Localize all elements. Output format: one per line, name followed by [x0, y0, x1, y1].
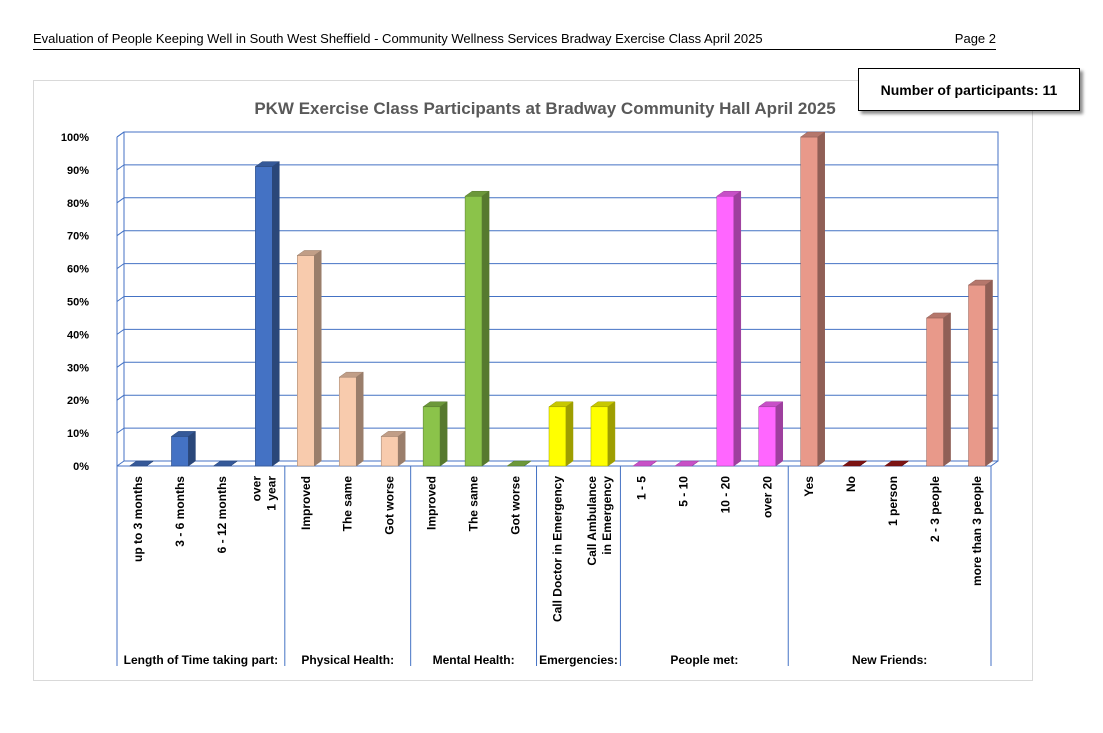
- gridline-side: [116, 328, 125, 335]
- group-label: Physical Health:: [301, 653, 394, 667]
- bar-side: [355, 371, 364, 467]
- gridline-side: [116, 197, 125, 204]
- bar: [758, 406, 777, 467]
- x-tick-label: 6 - 12 months: [215, 476, 229, 554]
- x-tick-label: over: [249, 476, 263, 502]
- bar: [590, 406, 609, 467]
- bar: [800, 136, 818, 467]
- floor-left-edge: [116, 460, 125, 467]
- group-label: Emergencies:: [539, 653, 618, 667]
- gridline-side: [116, 427, 125, 434]
- y-tick-label: 100%: [61, 132, 89, 144]
- x-tick-label: Improved: [299, 476, 313, 530]
- page-number: Page 2: [954, 31, 996, 46]
- bar: [171, 436, 189, 467]
- chart-title: PKW Exercise Class Participants at Bradw…: [254, 99, 835, 118]
- page-header: Evaluation of People Keeping Well in Sou…: [33, 31, 996, 50]
- gridline-side: [116, 131, 125, 138]
- x-tick-label: over 20: [760, 476, 774, 518]
- y-tick-label: 90%: [67, 165, 89, 177]
- y-tick-label: 50%: [67, 297, 89, 309]
- x-tick-label: 1 person: [886, 476, 900, 526]
- bar-side: [691, 460, 700, 467]
- floor-right-edge: [990, 460, 999, 467]
- y-tick-label: 0%: [73, 461, 89, 473]
- group-label: Length of Time taking part:: [124, 653, 278, 667]
- x-tick-label: Improved: [425, 476, 439, 530]
- bar-side: [523, 460, 532, 467]
- x-tick-label: No: [844, 476, 858, 492]
- bar: [380, 436, 399, 467]
- gridline-side: [116, 263, 125, 270]
- group-label: New Friends:: [852, 653, 927, 667]
- x-tick-label: The same: [341, 476, 355, 532]
- x-tick-label: Call Doctor in Emergency: [551, 476, 565, 622]
- y-tick-label: 80%: [67, 198, 89, 210]
- x-tick-label: Got worse: [509, 476, 523, 535]
- y-tick-label: 70%: [67, 231, 89, 243]
- bar: [548, 406, 567, 467]
- participants-count: 11: [1042, 81, 1058, 98]
- bar-side: [188, 430, 196, 467]
- gridline-side: [116, 296, 125, 302]
- y-tick-label: 40%: [67, 329, 89, 341]
- bar: [297, 255, 315, 467]
- bar-side: [943, 312, 951, 467]
- x-tick-label: Yes: [802, 476, 816, 497]
- bar-side: [817, 131, 825, 467]
- x-tick-label: more than 3 people: [970, 476, 984, 586]
- chart-frame: [33, 80, 1033, 681]
- bar: [968, 284, 986, 467]
- bar-side: [481, 190, 490, 467]
- x-tick-label: up to 3 months: [131, 476, 145, 562]
- x-tick-label: 1 - 5: [634, 476, 648, 500]
- participants-box: Number of participants: 11: [858, 68, 1080, 111]
- gridline-side: [116, 361, 125, 368]
- x-tick-label: 10 - 20: [718, 476, 732, 514]
- participants-label: Number of participants:: [880, 81, 1039, 98]
- x-tick-label: 2 - 3 people: [928, 476, 942, 542]
- bar-side: [649, 460, 658, 467]
- x-tick-label: in Emergency: [600, 476, 614, 555]
- bar-side: [272, 161, 280, 467]
- bar-side: [314, 249, 322, 467]
- bar-side: [859, 460, 867, 467]
- x-tick-label: Got worse: [383, 476, 397, 535]
- y-tick-label: 60%: [67, 264, 89, 276]
- y-tick-label: 20%: [67, 395, 89, 407]
- group-label: People met:: [670, 653, 738, 667]
- gridline-side: [116, 230, 125, 237]
- bar: [926, 317, 944, 467]
- bar-side: [607, 401, 616, 467]
- bar-side: [439, 401, 448, 467]
- bar-side: [901, 460, 909, 467]
- x-tick-label: Call Ambulance: [585, 476, 599, 566]
- bar: [464, 195, 483, 467]
- x-tick-label: The same: [467, 476, 481, 532]
- bar: [338, 376, 357, 467]
- group-label: Mental Health:: [433, 653, 515, 667]
- bar: [255, 166, 273, 467]
- x-tick-label: 1 year: [264, 476, 278, 511]
- bar-side: [397, 430, 406, 467]
- x-tick-label: 5 - 10: [676, 476, 690, 507]
- bar: [716, 195, 735, 467]
- x-tick-label: 3 - 6 months: [173, 476, 187, 547]
- gridline-side: [116, 394, 125, 401]
- report-title: Evaluation of People Keeping Well in Sou…: [33, 31, 763, 46]
- bar-side: [146, 460, 154, 467]
- bar-side: [733, 190, 742, 467]
- bar-side: [985, 279, 993, 467]
- bar-side: [565, 401, 574, 467]
- y-tick-label: 30%: [67, 362, 89, 374]
- y-tick-label: 10%: [67, 428, 89, 440]
- bar-side: [230, 460, 238, 467]
- bar-side: [775, 401, 784, 467]
- bar: [422, 406, 441, 467]
- gridline-side: [116, 164, 125, 171]
